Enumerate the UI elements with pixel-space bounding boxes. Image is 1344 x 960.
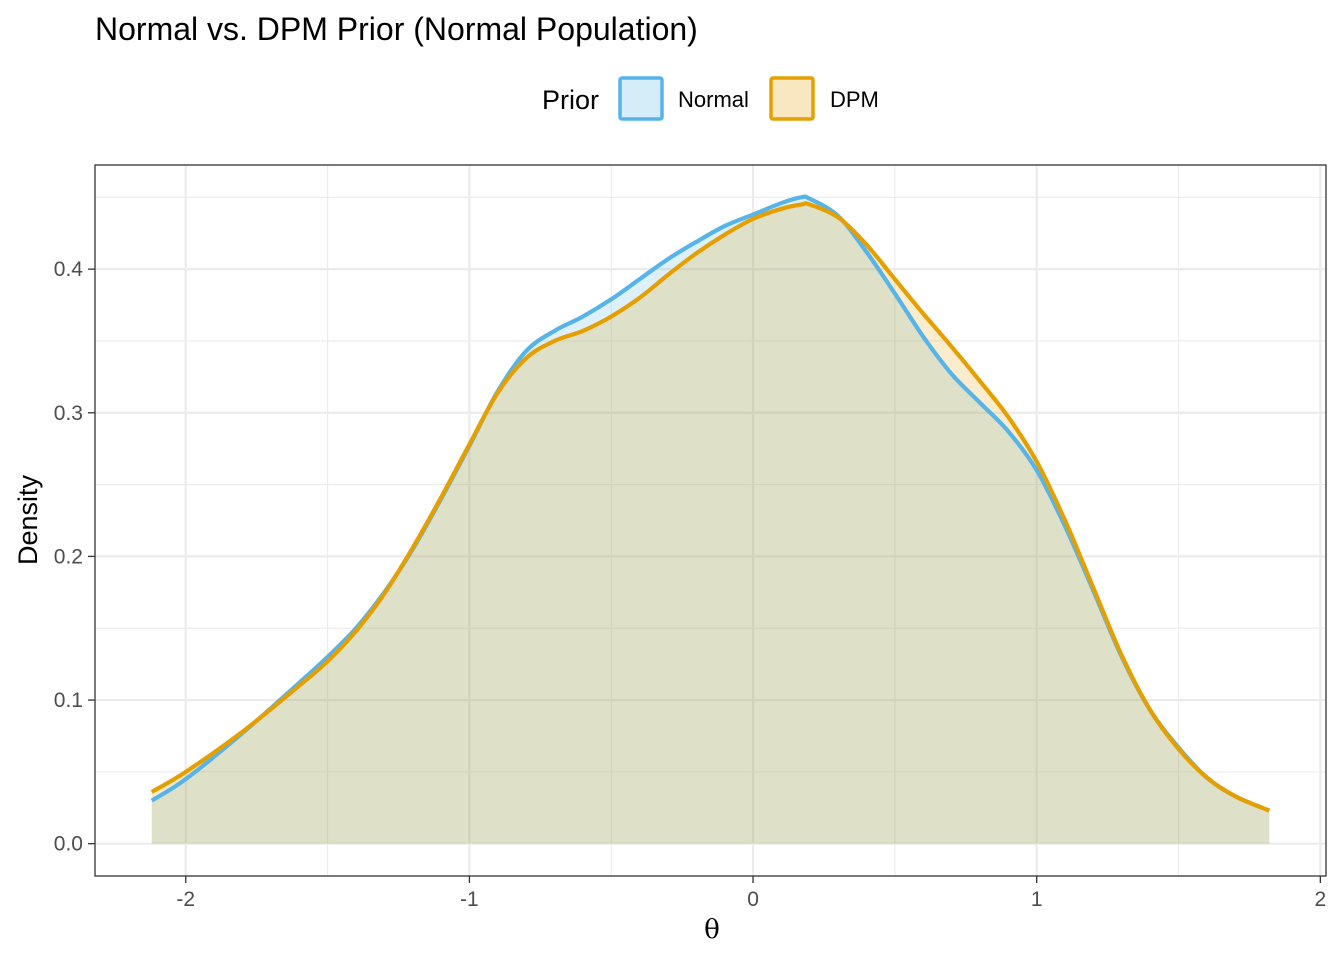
legend-title: Prior xyxy=(542,85,599,115)
series-lines xyxy=(150,194,1271,813)
x-tick-label: 0 xyxy=(747,888,759,911)
y-tick-label: 0.0 xyxy=(54,833,83,856)
y-axis-title: Density xyxy=(13,474,43,565)
area-dpm xyxy=(151,203,1270,844)
x-axis: -2 -1 0 1 2 xyxy=(176,876,1326,911)
x-tick-label: 1 xyxy=(1031,888,1043,911)
series-fills xyxy=(151,196,1270,844)
legend-label-normal: Normal xyxy=(678,87,749,112)
line-dpm xyxy=(150,201,1271,813)
y-tick-label: 0.3 xyxy=(54,402,83,425)
chart-title: Normal vs. DPM Prior (Normal Population) xyxy=(95,11,698,47)
x-tick-label: -1 xyxy=(460,888,479,911)
plot-border xyxy=(94,164,1327,877)
grid-major xyxy=(95,165,1326,876)
area-normal xyxy=(151,196,1270,844)
plot-panel xyxy=(95,165,1326,876)
y-tick-label: 0.2 xyxy=(54,545,83,568)
x-tick-label: 2 xyxy=(1314,888,1326,911)
legend: Prior Normal DPM xyxy=(542,76,879,121)
legend-key-normal xyxy=(618,76,664,121)
y-tick-label: 0.4 xyxy=(54,258,84,281)
grid-minor xyxy=(95,165,1326,876)
x-tick-label: -2 xyxy=(176,888,195,911)
y-axis: 0.0 0.1 0.2 0.3 0.4 xyxy=(54,258,95,856)
y-tick-label: 0.1 xyxy=(54,689,83,712)
legend-key-dpm xyxy=(769,76,815,121)
x-axis-title: θ xyxy=(704,915,720,945)
legend-label-dpm: DPM xyxy=(830,87,879,112)
